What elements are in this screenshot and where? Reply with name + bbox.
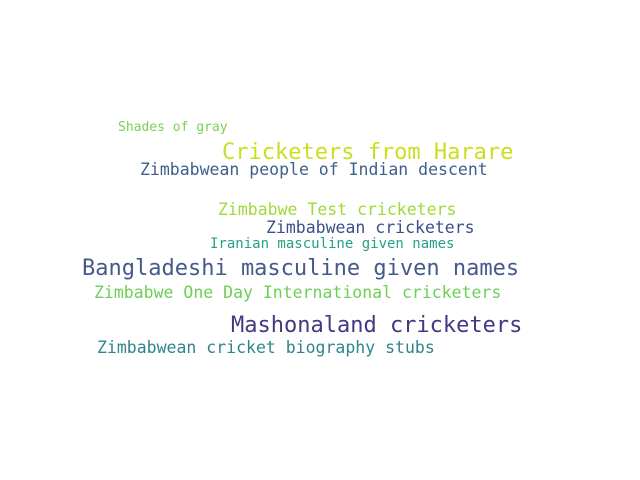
word-shades-of-gray: Shades of gray xyxy=(118,120,228,135)
word-zimbabwean-cricketers: Zimbabwean cricketers xyxy=(266,218,475,237)
word-zimbabwe-odi-cricketers: Zimbabwe One Day International cricketer… xyxy=(94,283,502,302)
word-cricketers-from-harare: Cricketers from Harare xyxy=(222,140,514,165)
word-zimbabwe-test-cricketers: Zimbabwe Test cricketers xyxy=(218,200,457,219)
word-zimbabwean-cricket-biography-stubs: Zimbabwean cricket biography stubs xyxy=(97,338,435,357)
word-mashonaland-cricketers: Mashonaland cricketers xyxy=(231,313,523,338)
word-zimbabwean-people-of-indian-descent: Zimbabwean people of Indian descent xyxy=(140,160,488,179)
word-bangladeshi-masculine-given-names: Bangladeshi masculine given names xyxy=(82,256,520,281)
word-iranian-masculine-given-names: Iranian masculine given names xyxy=(210,236,455,252)
